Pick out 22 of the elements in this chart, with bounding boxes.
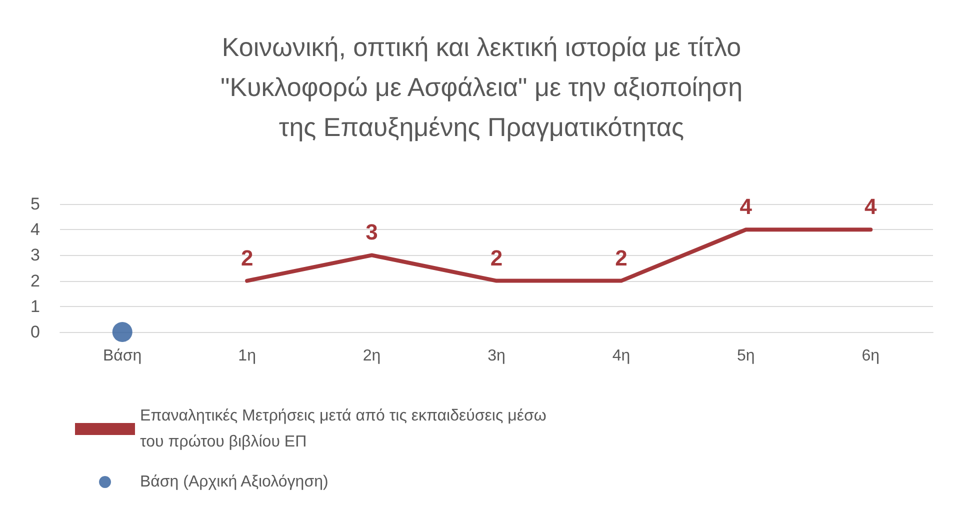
x-tick-label: 3η (488, 348, 506, 364)
data-label: 2 (240, 245, 254, 270)
y-tick-label: 3 (30, 246, 40, 265)
x-tick-label: 1η (238, 348, 256, 364)
y-tick-label: 4 (30, 220, 40, 240)
legend-label: Επαναλητικές Μετρήσεις μετά από τις εκπαιδεύσεις μέσω του πρώτου βιβλίου ΕΠ (140, 408, 551, 450)
x-tick-label: 6η (862, 348, 880, 364)
x-tick-label: Βάση (103, 348, 142, 364)
data-label: 2 (615, 245, 628, 270)
y-tick-label: 0 (30, 322, 40, 342)
y-tick-label: 1 (30, 296, 40, 316)
data-label: 3 (366, 220, 378, 245)
x-tick-label: 4η (612, 348, 630, 364)
x-tick-label: 5η (737, 348, 755, 364)
legend-label: Βάση (Αρχική Αξιολόγηση) (140, 474, 328, 490)
data-label: 2 (490, 245, 503, 270)
data-label: 4 (740, 194, 753, 220)
chart-title: Κοινωνική, οπτική και λεκτική ιστορία με τίτλο "Κυκλοφορώ με Ασφάλεια" με την αξιοποίηση της Επαυξημένης Πραγματικότητας (220, 32, 743, 142)
data-label: 4 (864, 194, 878, 220)
y-tick-label: 5 (30, 194, 40, 214)
y-tick-label: 2 (30, 271, 40, 290)
x-tick-label: 2η (362, 348, 381, 364)
